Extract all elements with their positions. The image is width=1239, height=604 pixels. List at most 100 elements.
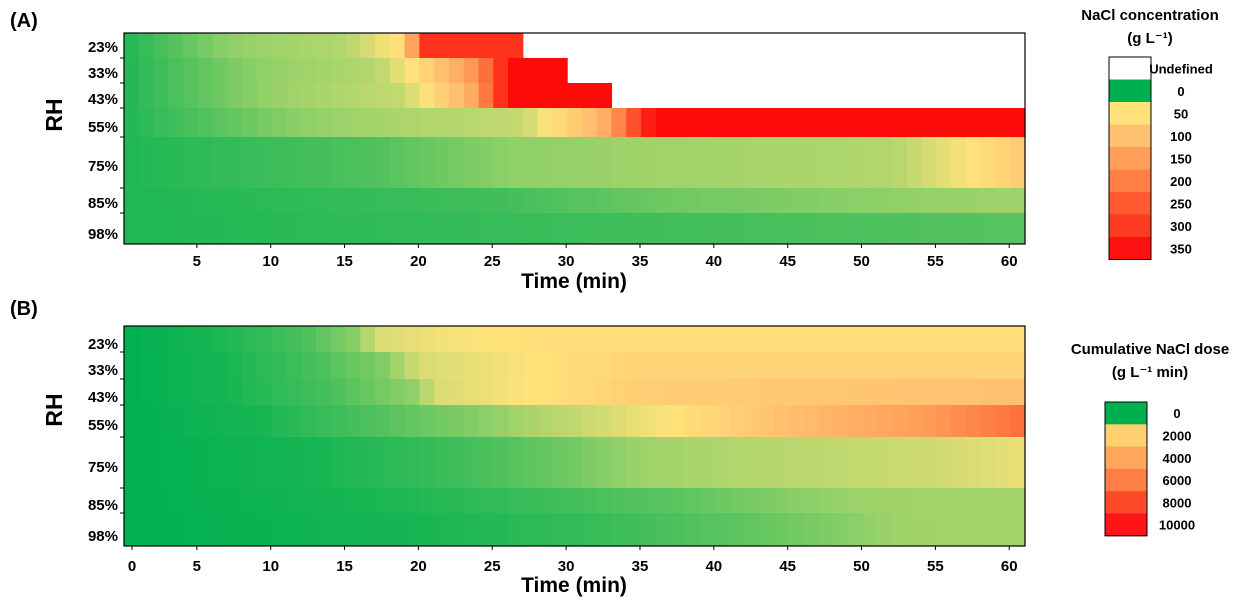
heatmap-cell: [700, 213, 716, 244]
heatmap-cell: [877, 437, 893, 488]
heatmap-cell: [803, 379, 819, 405]
heatmap-cell: [596, 213, 613, 244]
heatmap-cell: [921, 108, 937, 137]
heatmap-cell: [862, 213, 878, 244]
heatmap-cell: [448, 58, 465, 83]
heatmap-cell: [700, 188, 716, 213]
heatmap-cell: [330, 83, 347, 108]
heatmap-cell: [345, 137, 361, 188]
heatmap-cell: [256, 513, 273, 546]
heatmap-cell: [286, 213, 302, 244]
heatmap-cell: [508, 405, 524, 437]
heatmap-cell: [980, 437, 997, 488]
heatmap-cell: [389, 437, 406, 488]
heatmap-cell: [729, 352, 745, 379]
heatmap-cell: [773, 488, 790, 513]
heatmap-cell: [773, 137, 790, 188]
heatmap-cell: [508, 108, 524, 137]
heatmap-cell: [626, 379, 642, 405]
heatmap-cell: [227, 326, 243, 352]
heatmap-cell: [936, 213, 952, 244]
heatmap-cell: [271, 326, 288, 352]
colorbar-label: Undefined: [1149, 61, 1213, 76]
heatmap-cell: [168, 488, 184, 513]
heatmap-cell: [330, 108, 347, 137]
heatmap-cell: [552, 188, 568, 213]
heatmap-cell: [463, 213, 480, 244]
heatmap-cell: [951, 513, 967, 546]
heatmap-cell: [744, 379, 760, 405]
heatmap-cell: [788, 405, 805, 437]
heatmap-cell: [345, 379, 361, 405]
heatmap-cell: [330, 58, 347, 83]
heatmap-cell: [389, 58, 406, 83]
heatmap-cell: [862, 188, 878, 213]
heatmap-cell: [596, 108, 613, 137]
heatmap-cell: [434, 405, 450, 437]
heatmap-cell: [168, 108, 184, 137]
heatmap-cell: [596, 137, 613, 188]
heatmap-cell: [626, 108, 642, 137]
heatmap-cell: [552, 58, 568, 83]
heatmap-cell: [759, 488, 775, 513]
heatmap-cell: [862, 352, 878, 379]
heatmap-cell: [640, 513, 657, 546]
heatmap-cell: [995, 405, 1011, 437]
heatmap-cell: [138, 137, 155, 188]
heatmap-cell: [463, 58, 480, 83]
heatmap-cell: [463, 108, 480, 137]
heatmap-cell: [773, 437, 790, 488]
heatmap-cell: [1010, 188, 1026, 213]
heatmap-cell: [316, 352, 332, 379]
heatmap-cell: [330, 137, 347, 188]
heatmap-cell: [286, 188, 302, 213]
heatmap-cell: [493, 437, 509, 488]
heatmap-cell: [153, 58, 169, 83]
heatmap-cell: [183, 326, 199, 352]
heatmap-cell: [611, 513, 627, 546]
heatmap-cell: [581, 488, 598, 513]
row-label: 43%: [88, 91, 118, 108]
heatmap-cell: [478, 213, 494, 244]
heatmap-cell: [493, 83, 509, 108]
heatmap-cell: [345, 213, 361, 244]
heatmap-cell: [729, 326, 745, 352]
heatmap-cell: [316, 437, 332, 488]
heatmap-cell: [714, 379, 731, 405]
heatmap-cell: [168, 137, 184, 188]
heatmap-cell: [965, 108, 982, 137]
heatmap-cell: [877, 379, 893, 405]
heatmap-cell: [596, 437, 613, 488]
colorbar-swatch: [1105, 513, 1147, 537]
heatmap-cell: [212, 137, 228, 188]
heatmap-cell: [301, 188, 317, 213]
heatmap-cell: [197, 137, 214, 188]
heatmap-cell: [773, 379, 790, 405]
heatmap-cell: [242, 83, 258, 108]
heatmap-cell: [271, 437, 288, 488]
heatmap-cell: [212, 58, 228, 83]
heatmap-cell: [744, 188, 760, 213]
heatmap-cell: [256, 437, 273, 488]
heatmap-cell: [788, 352, 805, 379]
heatmap-cell: [138, 405, 155, 437]
heatmap-cell: [345, 58, 361, 83]
heatmap-cell: [537, 188, 553, 213]
heatmap-cell: [375, 137, 391, 188]
heatmap-cell: [537, 326, 553, 352]
heatmap-cell: [463, 137, 480, 188]
heatmap-cell: [847, 379, 864, 405]
heatmap-cell: [493, 513, 509, 546]
x-tick-label: 25: [484, 558, 501, 575]
x-tick-label: 0: [128, 558, 136, 575]
heatmap-cell: [803, 513, 819, 546]
heatmap-cell: [818, 108, 834, 137]
heatmap-cell: [892, 188, 908, 213]
heatmap-cell: [227, 137, 243, 188]
heatmap-cell: [995, 352, 1011, 379]
heatmap-cell: [1010, 488, 1026, 513]
heatmap-cell: [316, 326, 332, 352]
heatmap-cell: [773, 513, 790, 546]
heatmap-cell: [330, 488, 347, 513]
heatmap-cell: [640, 213, 657, 244]
